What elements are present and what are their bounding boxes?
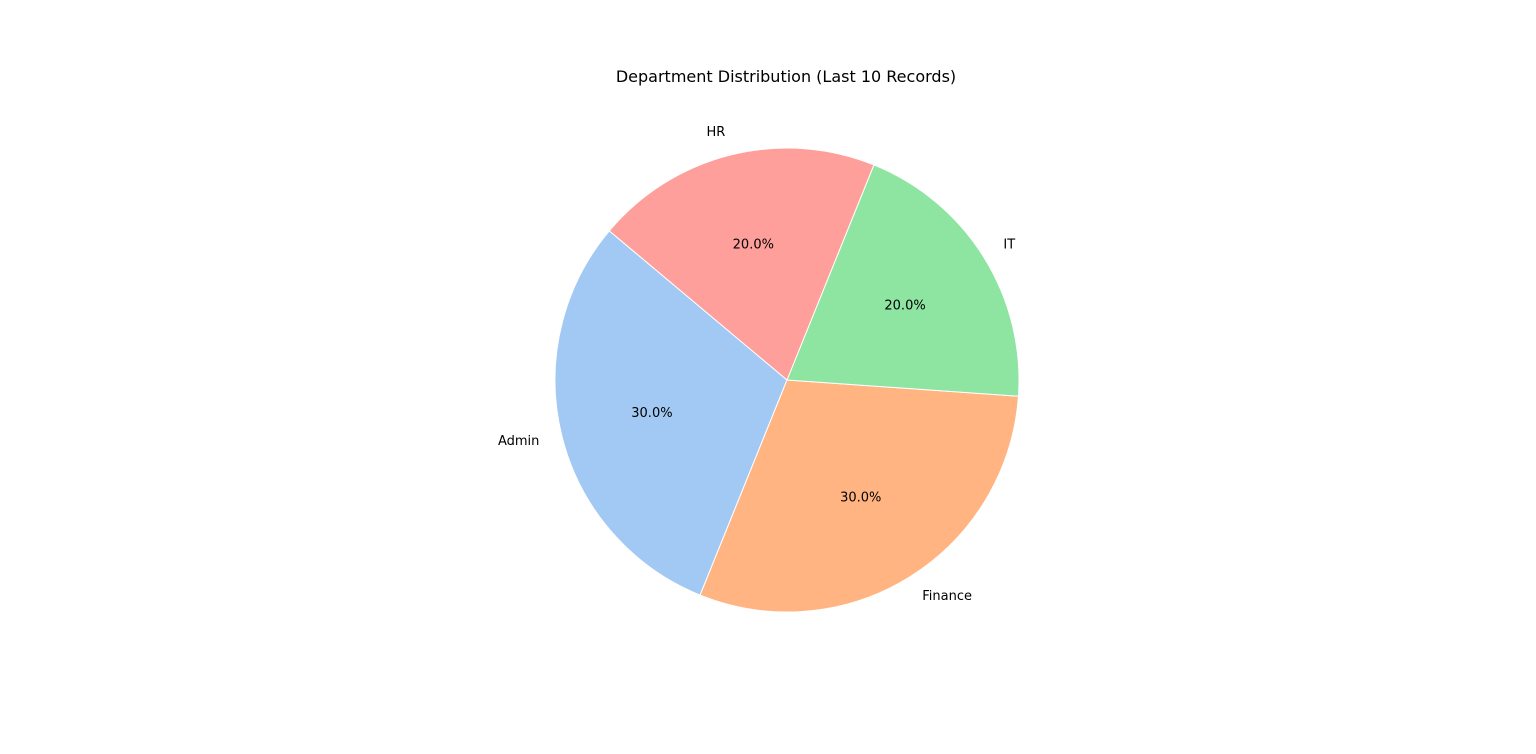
slice-label-it: IT — [1003, 237, 1015, 252]
pie-slice-admin — [554, 230, 788, 596]
pie-slices — [554, 147, 1020, 613]
percent-label-finance: 30.0% — [840, 491, 881, 506]
slice-label-hr: HR — [706, 125, 725, 140]
slice-label-finance: Finance — [922, 589, 972, 604]
percent-label-admin: 30.0% — [631, 406, 672, 421]
pie-slice-hr — [608, 147, 875, 381]
slice-label-admin: Admin — [498, 434, 539, 449]
pie-slice-it — [786, 164, 1020, 397]
percent-label-it: 20.0% — [884, 299, 925, 314]
pie-labels: Admin 30.0% Finance 30.0% IT 20.0% HR 20.0% — [498, 125, 1015, 604]
percent-label-hr: 20.0% — [733, 237, 774, 252]
pie-slice-finance — [699, 379, 1019, 613]
chart-title: Department Distribution (Last 10 Records… — [616, 67, 956, 86]
